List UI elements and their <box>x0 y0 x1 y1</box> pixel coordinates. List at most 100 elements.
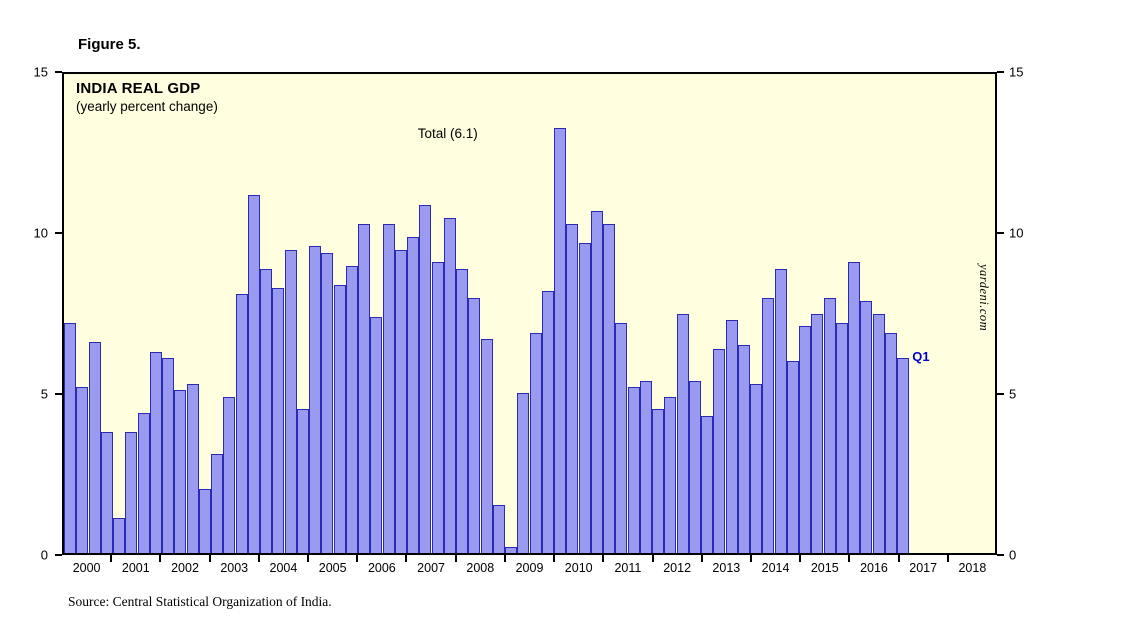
y-axis-left: 0 5 10 15 <box>0 66 62 562</box>
x-axis-tick-mark <box>208 555 211 562</box>
gdp-bar <box>627 386 640 553</box>
x-axis-year-label: 2016 <box>860 561 888 575</box>
gdp-bar <box>541 291 554 553</box>
gdp-bar <box>688 380 701 553</box>
gdp-bar <box>88 342 101 553</box>
x-axis-tick-mark <box>110 555 113 562</box>
y-axis-tick-label: 5 <box>40 386 48 402</box>
gdp-bar <box>725 319 738 553</box>
chart-title: INDIA REAL GDP <box>76 80 201 97</box>
x-axis-tick-mark <box>356 555 359 562</box>
last-bar-label: Q1 <box>912 349 930 365</box>
y-axis-tick-label: 5 <box>1009 386 1017 402</box>
x-axis-year-label: 2008 <box>466 561 495 575</box>
gdp-bar <box>615 323 628 553</box>
gdp-bar <box>186 383 199 553</box>
gdp-bar <box>554 128 567 553</box>
x-axis-year-label: 2014 <box>761 561 790 575</box>
x-axis-tick-mark <box>503 555 506 562</box>
gdp-bar <box>737 345 750 553</box>
gdp-bar <box>701 415 714 553</box>
y-axis-tick-mark <box>997 232 1004 235</box>
gdp-bar <box>566 224 579 553</box>
gdp-bar <box>431 262 444 553</box>
x-axis-year-label: 2017 <box>909 561 938 575</box>
x-axis-tick-mark <box>946 555 949 562</box>
y-axis-tick-label: 15 <box>33 64 48 80</box>
gdp-bar <box>407 236 420 553</box>
gdp-bar <box>211 454 224 553</box>
gdp-bar <box>492 505 505 553</box>
gdp-bar <box>198 489 211 553</box>
x-axis-tick-mark <box>897 555 900 562</box>
x-axis-year-label: 2001 <box>121 561 150 575</box>
gdp-bar <box>321 252 334 553</box>
gdp-bar <box>823 297 836 553</box>
gdp-bar <box>750 383 763 553</box>
x-axis-year-label: 2000 <box>72 561 101 575</box>
x-axis-year-label: 2007 <box>417 561 445 575</box>
figure-label: Figure 5. <box>78 36 141 53</box>
x-axis-year-label: 2003 <box>220 561 249 575</box>
gdp-bar <box>860 300 873 553</box>
chart-title-block: INDIA REAL GDP (yearly percent change) <box>76 80 218 114</box>
gdp-bar <box>799 326 812 553</box>
x-axis-tick-mark <box>454 555 457 562</box>
plot-area: INDIA REAL GDP (yearly percent change) T… <box>64 74 995 553</box>
y-axis-tick-mark <box>997 393 1004 396</box>
x-axis-year-label: 2004 <box>269 561 298 575</box>
gdp-bar <box>664 396 677 553</box>
gdp-bar <box>358 224 371 553</box>
gdp-bar <box>848 262 861 553</box>
y-axis-tick-mark <box>55 554 62 556</box>
x-axis-year-label: 2006 <box>367 561 396 575</box>
y-axis-tick-mark <box>997 554 1004 556</box>
x-axis-year-label: 2012 <box>663 561 692 575</box>
x-axis-tick-mark <box>307 555 310 562</box>
gdp-bar <box>603 224 616 553</box>
gdp-bar <box>578 243 591 553</box>
gdp-bar <box>174 390 187 553</box>
gdp-bar <box>872 313 885 553</box>
x-axis-tick-mark <box>700 555 703 562</box>
gdp-bar <box>272 287 285 553</box>
plot-frame: INDIA REAL GDP (yearly percent change) T… <box>62 72 997 555</box>
gdp-bar <box>419 204 432 553</box>
gdp-bar <box>811 313 824 553</box>
gdp-bar <box>113 517 126 553</box>
x-axis-year-label: 2013 <box>712 561 741 575</box>
y-axis-tick-mark <box>55 232 62 235</box>
gdp-bar <box>590 211 603 553</box>
x-axis-year-label: 2010 <box>564 561 593 575</box>
gdp-bar <box>517 393 530 553</box>
gdp-bar <box>639 380 652 553</box>
x-axis-tick-mark <box>651 555 654 562</box>
gdp-bar <box>382 224 395 553</box>
y-axis-tick-mark <box>55 71 62 73</box>
source-note: Source: Central Statistical Organization… <box>68 594 332 609</box>
gdp-bar <box>762 297 775 553</box>
x-axis-year-label: 2002 <box>171 561 199 575</box>
gdp-bar <box>676 313 689 553</box>
gdp-bar <box>247 195 260 553</box>
gdp-bar <box>333 284 346 553</box>
gdp-bar <box>480 339 493 553</box>
x-axis-tick-mark <box>848 555 851 562</box>
gdp-bar <box>260 268 273 553</box>
gdp-bar <box>76 386 89 553</box>
x-axis-tick-mark <box>405 555 408 562</box>
x-axis-year-label: 2009 <box>515 561 544 575</box>
y-axis-tick-label: 10 <box>33 225 48 241</box>
chart-subtitle: (yearly percent change) <box>76 99 218 114</box>
gdp-bar <box>652 409 665 553</box>
x-axis-year-label: 2015 <box>810 561 839 575</box>
gdp-bar <box>137 412 150 553</box>
gdp-bar <box>284 249 297 553</box>
gdp-bar <box>394 249 407 553</box>
y-axis-tick-mark <box>997 71 1004 73</box>
x-axis-tick-mark <box>749 555 752 562</box>
gdp-bar <box>529 332 542 553</box>
x-axis-tick-mark <box>257 555 260 562</box>
y-axis-tick-label: 15 <box>1009 64 1024 80</box>
